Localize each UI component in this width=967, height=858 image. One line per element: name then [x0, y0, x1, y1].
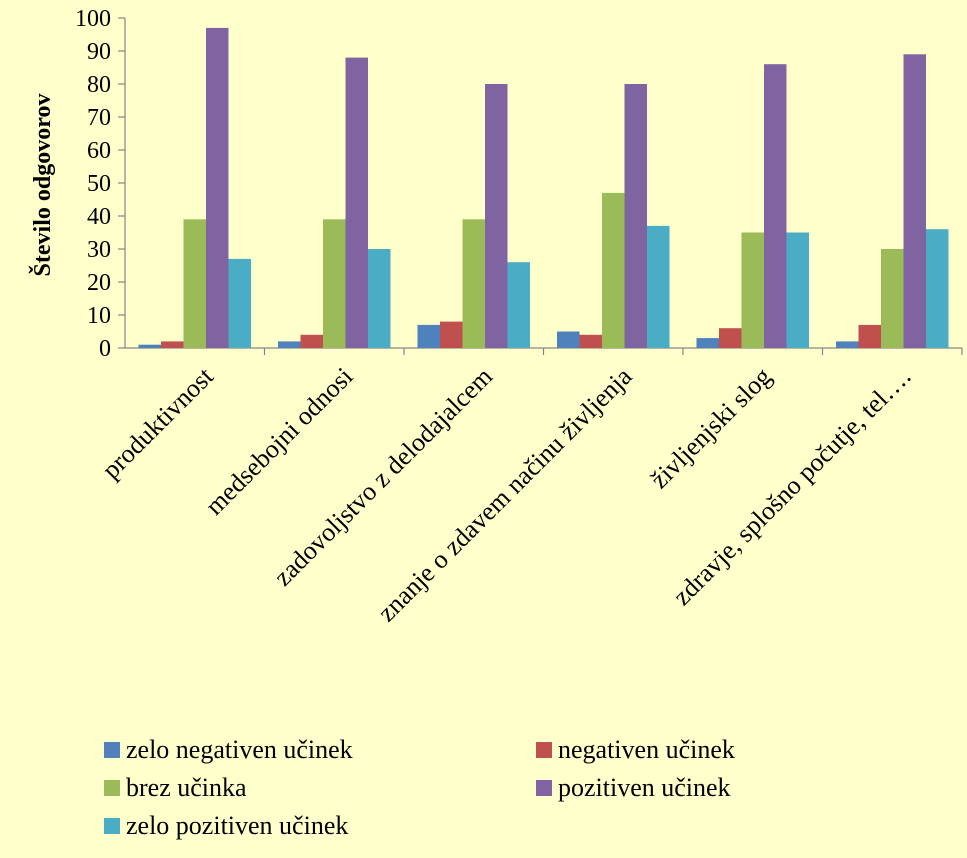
bar: [206, 27, 229, 349]
legend-item: zelo pozitiven učinek: [104, 808, 536, 844]
x-tick-label: zdravje, splošno počutje, tel….: [667, 362, 916, 611]
x-tick-label: znanje o zdavem načinu življenja: [372, 361, 638, 627]
legend-swatch: [104, 818, 120, 834]
bar: [579, 334, 602, 348]
bar: [462, 219, 485, 348]
legend-swatch: [104, 742, 120, 758]
bar: [368, 249, 391, 348]
bar: [507, 262, 530, 348]
bar: [786, 232, 809, 348]
chart-bars: [138, 27, 949, 349]
bar: [440, 321, 463, 348]
y-tick-label: 40: [87, 204, 111, 230]
bar: [323, 219, 346, 348]
legend-item: negativen učinek: [536, 732, 916, 768]
legend-label: zelo pozitiven učinek: [126, 811, 349, 840]
legend-swatch: [536, 780, 552, 796]
x-tick-label: življenjski slog: [645, 362, 777, 494]
bar: [881, 249, 904, 348]
x-tick-label: medsebojni odnosi: [200, 362, 359, 521]
bar: [836, 341, 859, 348]
y-axis-label: Število odgovorov: [29, 94, 56, 277]
legend-label: brez učinka: [126, 773, 247, 802]
bar: [228, 258, 251, 348]
y-tick-label: 20: [87, 270, 111, 296]
bar: [602, 192, 625, 348]
legend-swatch: [536, 742, 552, 758]
bar: [161, 341, 184, 348]
chart-legend: zelo negativen učinek negativen učinek bre…: [104, 732, 924, 844]
y-tick-label: 60: [87, 138, 111, 164]
bar: [926, 229, 949, 348]
bar: [557, 331, 580, 348]
y-tick-label: 50: [87, 171, 111, 197]
y-tick-label: 30: [87, 237, 111, 263]
bar: [345, 57, 368, 348]
bar: [858, 324, 881, 348]
legend-item: pozitiven učinek: [536, 770, 916, 806]
bar: [764, 64, 787, 348]
y-tick-label: 90: [87, 39, 111, 65]
legend-item: zelo negativen učinek: [104, 732, 536, 768]
bar: [485, 84, 508, 348]
bar: [696, 338, 719, 348]
bar: [417, 324, 440, 348]
legend-label: negativen učinek: [558, 735, 735, 764]
y-tick-label: 100: [75, 6, 111, 32]
chart-axes: [118, 17, 963, 355]
bar: [741, 232, 764, 348]
y-tick-label: 0: [99, 336, 111, 362]
legend-item: brez učinka: [104, 770, 536, 806]
legend-label: zelo negativen učinek: [126, 735, 353, 764]
bar: [719, 328, 742, 348]
bar: [647, 225, 670, 348]
bar: [278, 341, 301, 348]
legend-label: pozitiven učinek: [558, 773, 731, 802]
y-tick-label: 70: [87, 105, 111, 131]
bar-chart: 0 10 20 30 40 50 60 70 80 90 100 produktivnostmedse…: [29, 6, 963, 627]
legend-swatch: [104, 780, 120, 796]
bar: [183, 219, 206, 348]
bar: [624, 84, 647, 348]
x-tick-label: produktivnost: [96, 361, 219, 484]
y-tick-label: 80: [87, 72, 111, 98]
bar: [138, 344, 161, 348]
bar: [903, 54, 926, 349]
bar: [300, 334, 323, 348]
y-tick-label: 10: [87, 303, 111, 329]
